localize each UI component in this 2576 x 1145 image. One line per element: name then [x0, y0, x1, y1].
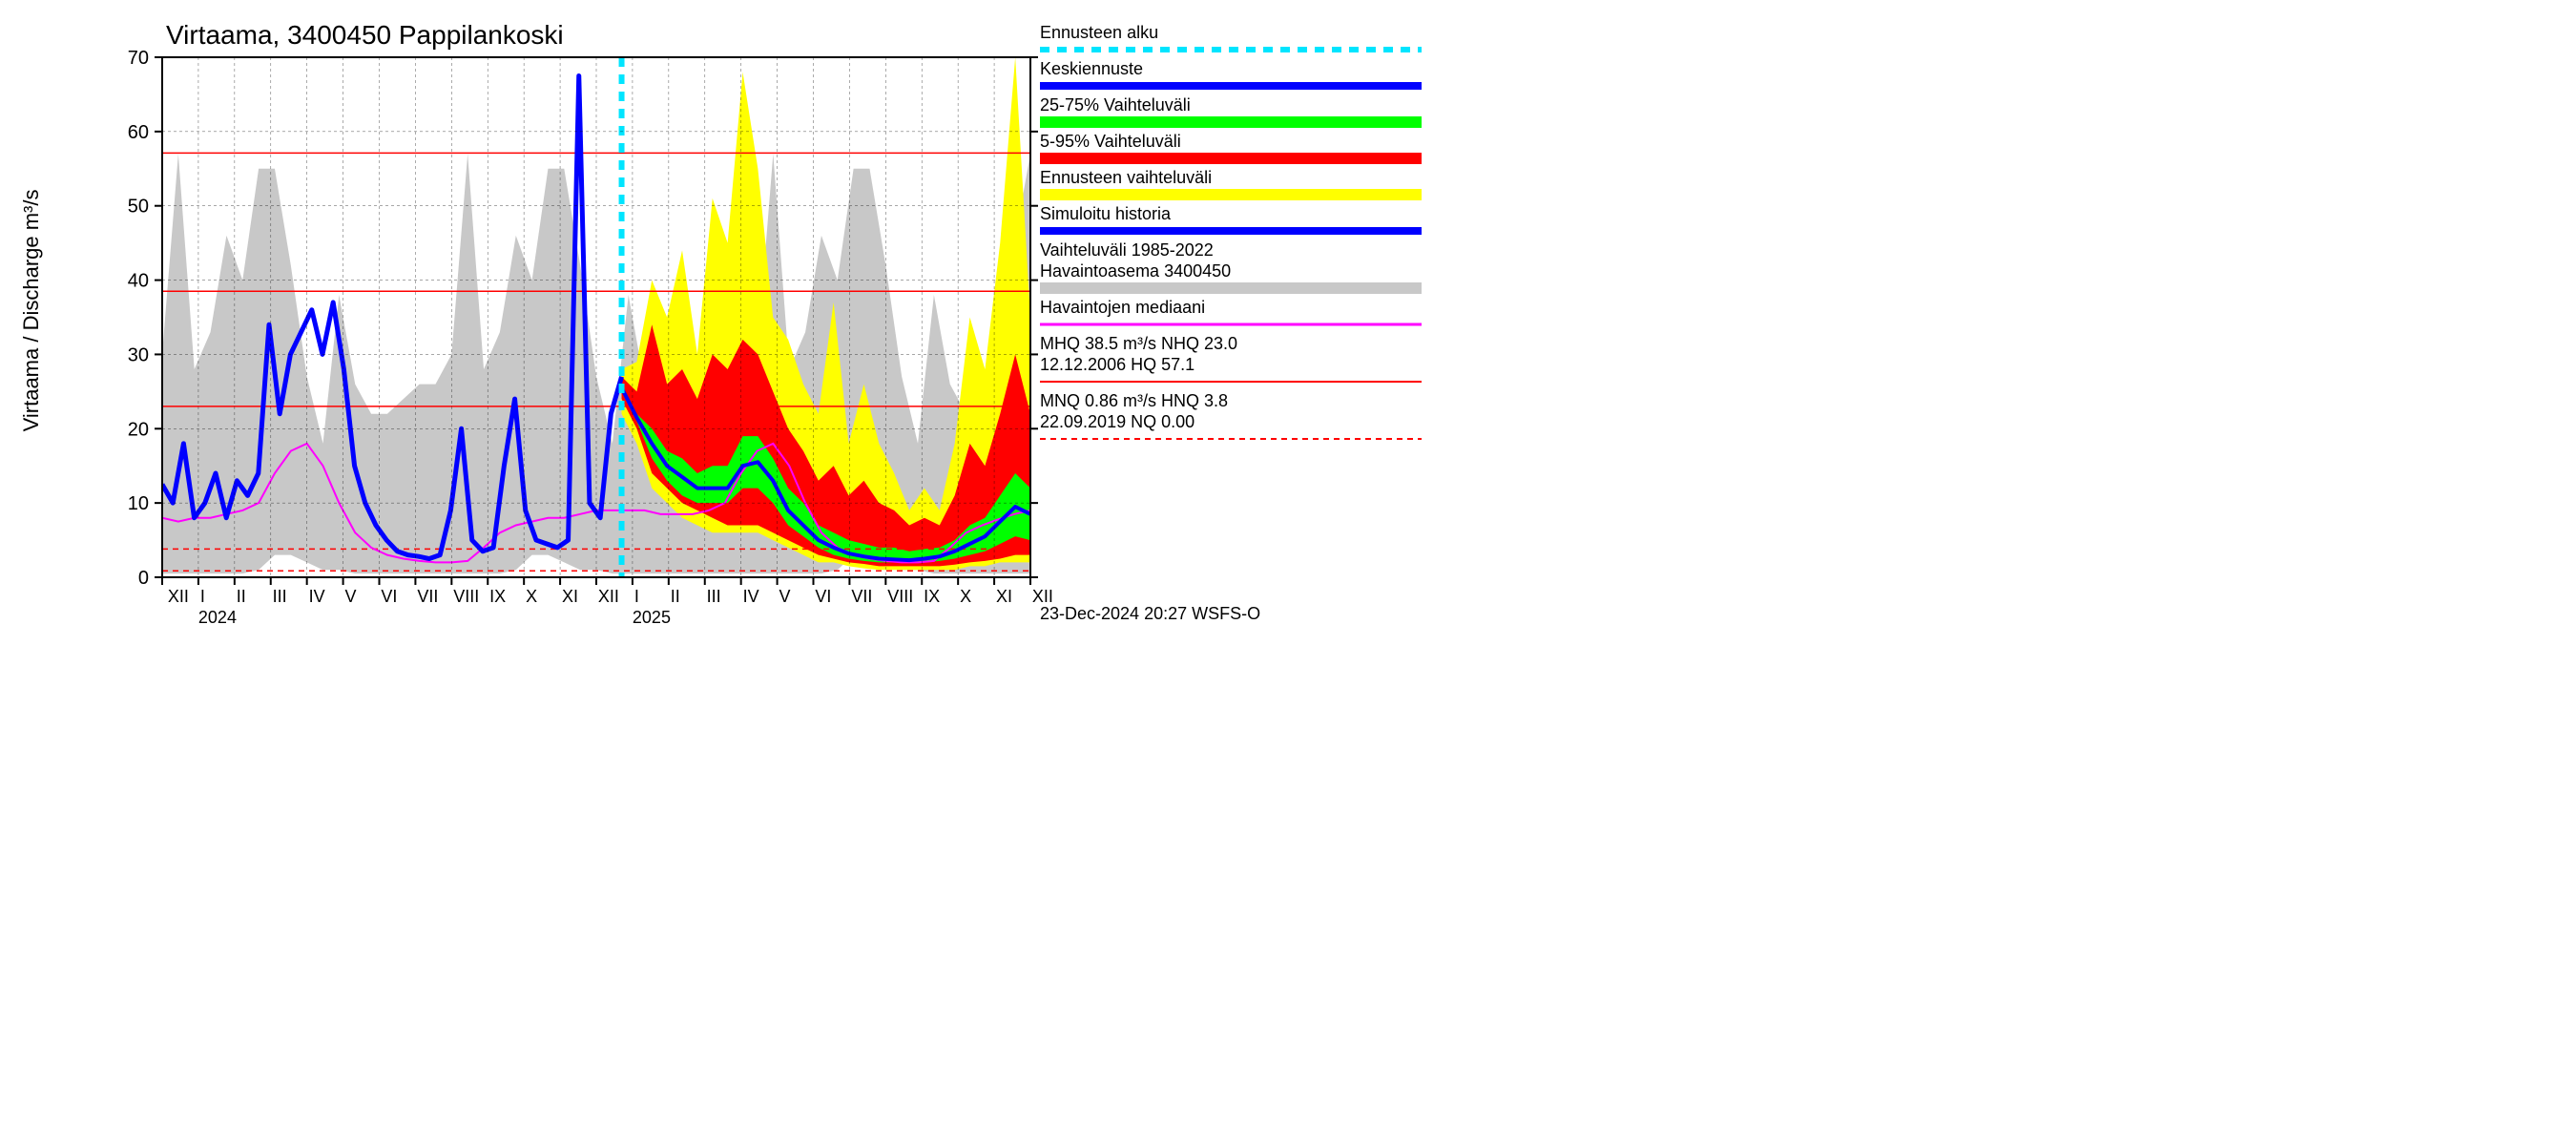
x-tick-label: II — [237, 587, 246, 606]
footer-timestamp: 23-Dec-2024 20:27 WSFS-O — [1040, 604, 1260, 623]
x-tick-label: X — [526, 587, 537, 606]
x-tick-label: XII — [598, 587, 619, 606]
legend-label: Simuloitu historia — [1040, 204, 1172, 223]
x-tick-label: VII — [417, 587, 438, 606]
y-axis-label: Virtaama / Discharge m³/s — [19, 189, 43, 431]
y-tick-label: 20 — [128, 419, 149, 440]
legend-label: MHQ 38.5 m³/s NHQ 23.0 — [1040, 334, 1237, 353]
x-tick-label: X — [960, 587, 971, 606]
x-tick-label: IV — [309, 587, 325, 606]
x-tick-label: VIII — [887, 587, 913, 606]
y-tick-label: 10 — [128, 493, 149, 514]
x-tick-label: XII — [168, 587, 189, 606]
legend-label: 12.12.2006 HQ 57.1 — [1040, 355, 1195, 374]
y-tick-label: 40 — [128, 271, 149, 292]
legend-swatch — [1040, 116, 1422, 128]
x-tick-label: VII — [851, 587, 872, 606]
chart-title: Virtaama, 3400450 Pappilankoski — [166, 20, 564, 50]
x-year-label: 2024 — [198, 608, 237, 627]
chart-svg: 010203040506070XIIIIIIIIIVVVIVIIVIIIIXXX… — [0, 0, 1431, 636]
x-tick-label: V — [779, 587, 790, 606]
x-tick-label: IX — [924, 587, 940, 606]
legend-label: Ennusteen vaihteluväli — [1040, 168, 1212, 187]
y-tick-label: 70 — [128, 48, 149, 69]
legend-label: 22.09.2019 NQ 0.00 — [1040, 412, 1195, 431]
x-tick-label: III — [707, 587, 721, 606]
legend-label: Havaintojen mediaani — [1040, 298, 1205, 317]
legend-label: 25-75% Vaihteluväli — [1040, 95, 1191, 114]
legend-label: Havaintoasema 3400450 — [1040, 261, 1231, 281]
x-tick-label: II — [671, 587, 680, 606]
legend-swatch — [1040, 189, 1422, 200]
x-tick-label: IV — [743, 587, 759, 606]
x-tick-label: V — [344, 587, 356, 606]
x-tick-label: VIII — [453, 587, 479, 606]
x-tick-label: III — [273, 587, 287, 606]
x-tick-label: IX — [489, 587, 506, 606]
x-tick-label: VI — [815, 587, 831, 606]
legend-swatch — [1040, 282, 1422, 294]
y-tick-label: 60 — [128, 122, 149, 143]
x-tick-label: I — [634, 587, 639, 606]
legend-label: Ennusteen alku — [1040, 23, 1158, 42]
x-tick-label: XI — [996, 587, 1012, 606]
x-year-label: 2025 — [633, 608, 671, 627]
x-tick-label: I — [200, 587, 205, 606]
legend-swatch — [1040, 153, 1422, 164]
x-tick-label: VI — [381, 587, 397, 606]
discharge-forecast-chart: 010203040506070XIIIIIIIIIVVVIVIIVIIIIXXX… — [0, 0, 1431, 636]
x-tick-label: XI — [562, 587, 578, 606]
legend-label: Keskiennuste — [1040, 59, 1143, 78]
y-tick-label: 0 — [138, 568, 149, 589]
y-tick-label: 50 — [128, 197, 149, 218]
y-tick-label: 30 — [128, 344, 149, 365]
legend-label: Vaihteluväli 1985-2022 — [1040, 240, 1214, 260]
x-tick-label: XII — [1032, 587, 1053, 606]
legend-label: 5-95% Vaihteluväli — [1040, 132, 1181, 151]
legend-label: MNQ 0.86 m³/s HNQ 3.8 — [1040, 391, 1228, 410]
